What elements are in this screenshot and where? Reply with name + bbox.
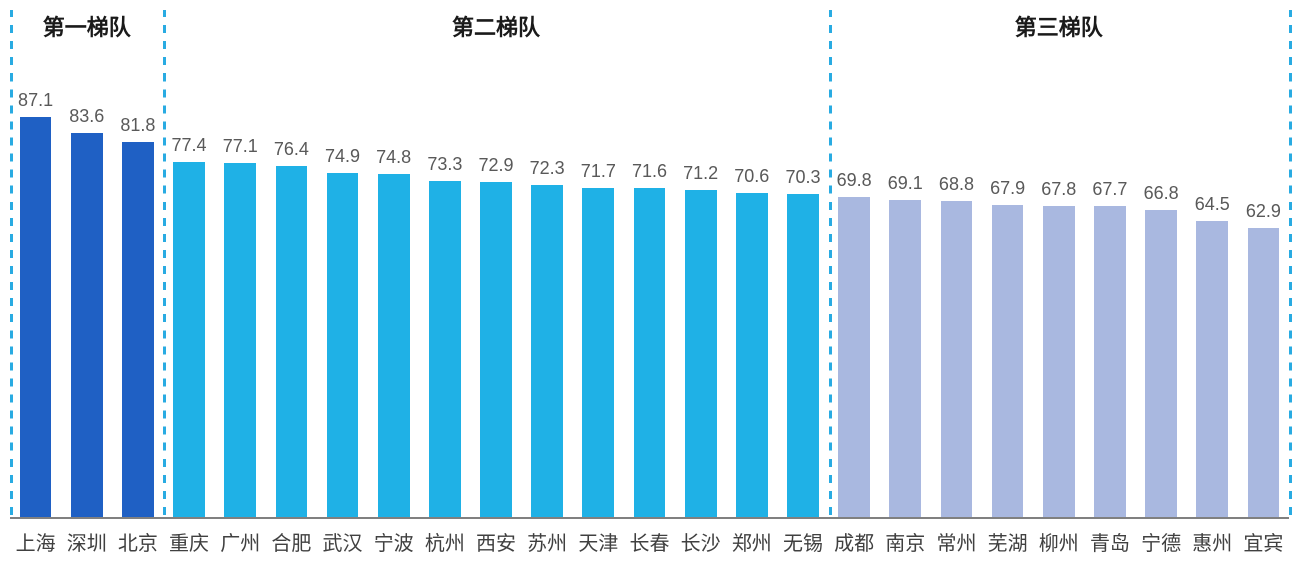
x-axis-label: 上海 <box>16 527 56 556</box>
x-axis-label: 芜湖 <box>988 527 1028 556</box>
bar: 74.9 <box>327 173 359 517</box>
bar-value-label: 70.3 <box>785 167 820 188</box>
tier-label: 第三梯队 <box>1015 10 1103 42</box>
bar-value-label: 72.3 <box>530 158 565 179</box>
tier-divider <box>163 10 166 519</box>
bar: 68.8 <box>941 201 973 517</box>
bar-value-label: 76.4 <box>274 139 309 160</box>
bar: 69.1 <box>889 200 921 517</box>
bar-value-label: 69.8 <box>837 170 872 191</box>
bar-value-label: 72.9 <box>478 155 513 176</box>
bar-value-label: 71.7 <box>581 161 616 182</box>
bar-value-label: 66.8 <box>1144 183 1179 204</box>
bar: 67.8 <box>1043 206 1075 517</box>
bar-value-label: 87.1 <box>18 90 53 111</box>
x-axis-label: 北京 <box>118 527 158 556</box>
bar-value-label: 81.8 <box>120 115 155 136</box>
x-axis-label: 广州 <box>220 527 260 556</box>
bar-value-label: 74.9 <box>325 146 360 167</box>
bar: 73.3 <box>429 181 461 517</box>
bar-value-label: 70.6 <box>734 166 769 187</box>
bar-value-label: 83.6 <box>69 106 104 127</box>
x-axis-label: 宁德 <box>1141 527 1181 556</box>
x-axis-label: 惠州 <box>1192 527 1232 556</box>
bar-value-label: 64.5 <box>1195 194 1230 215</box>
x-axis-label: 宜宾 <box>1243 527 1283 556</box>
bar-value-label: 67.7 <box>1092 179 1127 200</box>
bar: 74.8 <box>378 174 410 517</box>
x-axis-label: 青岛 <box>1090 527 1130 556</box>
bar-value-label: 68.8 <box>939 174 974 195</box>
x-axis-label: 天津 <box>578 527 618 556</box>
x-axis-label: 成都 <box>834 527 874 556</box>
bars-layer: 87.1 83.6 81.8 77.4 77.1 76.4 74.9 74.8 73.3 72.9… <box>10 60 1289 517</box>
tier-divider <box>829 10 832 519</box>
bar-value-label: 67.9 <box>990 178 1025 199</box>
bar: 77.4 <box>173 162 205 517</box>
x-axis-label: 柳州 <box>1039 527 1079 556</box>
bar: 67.7 <box>1094 206 1126 517</box>
tier-bar-chart: 第一梯队 第二梯队 第三梯队 87.1 83.6 81.8 77.4 77.1 76.4 74.… <box>0 0 1299 569</box>
bar-value-label: 71.2 <box>683 163 718 184</box>
x-axis-label: 南京 <box>885 527 925 556</box>
x-axis-labels: 上海深圳北京重庆广州合肥武汉宁波杭州西安苏州天津长春长沙郑州无锡成都南京常州芜湖… <box>10 521 1289 569</box>
bar: 87.1 <box>20 117 52 517</box>
bar-value-label: 77.4 <box>172 135 207 156</box>
x-axis-label: 合肥 <box>271 527 311 556</box>
tier-divider <box>1289 10 1292 519</box>
x-axis-label: 长沙 <box>681 527 721 556</box>
x-axis-label: 无锡 <box>783 527 823 556</box>
bar: 71.7 <box>582 188 614 517</box>
bar: 72.3 <box>531 185 563 517</box>
x-axis-label: 郑州 <box>732 527 772 556</box>
tier-labels-row: 第一梯队 第二梯队 第三梯队 <box>10 10 1289 50</box>
bar-value-label: 62.9 <box>1246 201 1281 222</box>
x-axis-label: 武汉 <box>323 527 363 556</box>
bar-value-label: 69.1 <box>888 173 923 194</box>
bar: 81.8 <box>122 142 154 517</box>
bar-value-label: 71.6 <box>632 161 667 182</box>
bar: 70.6 <box>736 193 768 517</box>
x-axis-label: 西安 <box>476 527 516 556</box>
x-axis-label: 杭州 <box>425 527 465 556</box>
x-axis-label: 苏州 <box>527 527 567 556</box>
x-axis-label: 深圳 <box>67 527 107 556</box>
bar-value-label: 77.1 <box>223 136 258 157</box>
x-axis-label: 常州 <box>936 527 976 556</box>
bar: 76.4 <box>276 166 308 517</box>
tier-divider <box>10 10 13 519</box>
bar: 62.9 <box>1248 228 1280 517</box>
bar: 70.3 <box>787 194 819 517</box>
bar: 67.9 <box>992 205 1024 517</box>
tier-label: 第二梯队 <box>452 10 540 42</box>
bar: 72.9 <box>480 182 512 517</box>
bar: 69.8 <box>838 197 870 517</box>
tier-label: 第一梯队 <box>43 10 131 42</box>
bar: 77.1 <box>224 163 256 517</box>
bar: 71.2 <box>685 190 717 517</box>
x-axis-label: 重庆 <box>169 527 209 556</box>
x-axis-label: 宁波 <box>374 527 414 556</box>
bar: 71.6 <box>634 188 666 517</box>
bar-value-label: 73.3 <box>427 154 462 175</box>
bar: 64.5 <box>1196 221 1228 517</box>
x-axis-label: 长春 <box>630 527 670 556</box>
bar-value-label: 74.8 <box>376 147 411 168</box>
plot-area: 87.1 83.6 81.8 77.4 77.1 76.4 74.9 74.8 73.3 72.9… <box>10 60 1289 519</box>
bar-value-label: 67.8 <box>1041 179 1076 200</box>
bar: 83.6 <box>71 133 103 517</box>
bar: 66.8 <box>1145 210 1177 517</box>
